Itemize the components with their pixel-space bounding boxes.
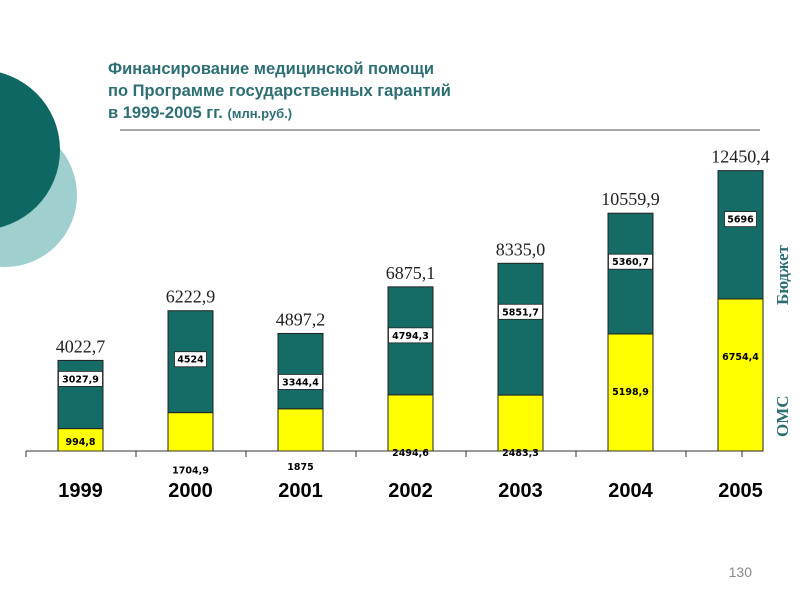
data-label-box-budget-2004 [608,253,653,270]
data-label-box-budget-2001 [278,374,323,390]
bar-oms-2002 [387,394,434,452]
legend-budget: Бюджет [773,244,792,305]
bar-budget-2005 [717,170,764,300]
total-label-2002: 6875,1 [386,263,436,283]
data-label-oms-2005: 6754,4 [722,352,759,363]
data-label-budget-2000: 4524 [177,355,204,366]
data-label-box-budget-2003 [498,303,543,320]
total-label-1999: 4022,7 [56,336,106,356]
data-label-budget-2004: 5360,7 [612,257,649,268]
decor-circle-dark [0,72,60,228]
category-label-2000: 2000 [168,480,213,502]
category-label-2001: 2001 [278,480,323,502]
bar-oms-2003 [497,394,544,452]
data-label-budget-2003: 5851,7 [502,307,539,318]
title-unit: (млн.руб.) [227,106,293,121]
data-label-oms-1999: 994,8 [65,437,95,448]
title-line-1: Финансирование медицинской помощи [108,60,435,78]
category-label-2002: 2002 [388,480,433,502]
data-label-budget-2001: 3344,4 [282,377,319,388]
data-label-budget-2002: 4794,3 [392,331,429,342]
bar-budget-2001 [277,332,324,410]
category-label-2004: 2004 [608,480,653,502]
category-label-1999: 1999 [58,480,103,502]
category-label-2005: 2005 [718,480,763,502]
bar-oms-2001 [277,408,324,452]
total-label-2000: 6222,9 [166,287,216,307]
data-label-budget-2005: 5696 [727,215,754,226]
bar-oms-2000 [167,412,214,452]
total-label-2004: 10559,9 [601,189,660,209]
category-label-2003: 2003 [498,480,543,502]
bar-budget-2004 [607,212,654,335]
data-label-box-budget-2000 [174,351,207,368]
data-label-oms-2002: 2494,6 [392,448,429,459]
data-label-oms-2004: 5198,9 [612,387,649,398]
total-label-2001: 4897,2 [276,309,326,329]
bar-budget-2003 [497,262,544,396]
chart-title: Финансирование медицинской помощи по Про… [108,58,628,125]
legend-oms: ОМС [773,395,792,437]
bar-budget-1999 [57,359,104,430]
data-label-box-budget-1999 [58,371,103,387]
bar-oms-2005 [717,298,764,452]
total-label-2005: 12450,4 [711,147,770,167]
title-years: в 1999-2005 гг. [108,104,223,122]
title-line-2: по Программе государственных гарантий [108,82,451,100]
title-line-3: в 1999-2005 гг. (млн.руб.) [108,102,628,125]
data-label-oms-2003: 2483,3 [502,448,539,459]
data-label-oms-2001: 1875 [287,462,313,473]
data-label-box-budget-2005 [724,211,757,228]
page-number: 130 [728,564,752,580]
data-label-oms-2000: 1704,9 [172,466,209,477]
data-label-box-budget-2002 [388,327,433,344]
total-label-2003: 8335,0 [496,239,546,259]
data-label-budget-1999: 3027,9 [62,374,99,385]
